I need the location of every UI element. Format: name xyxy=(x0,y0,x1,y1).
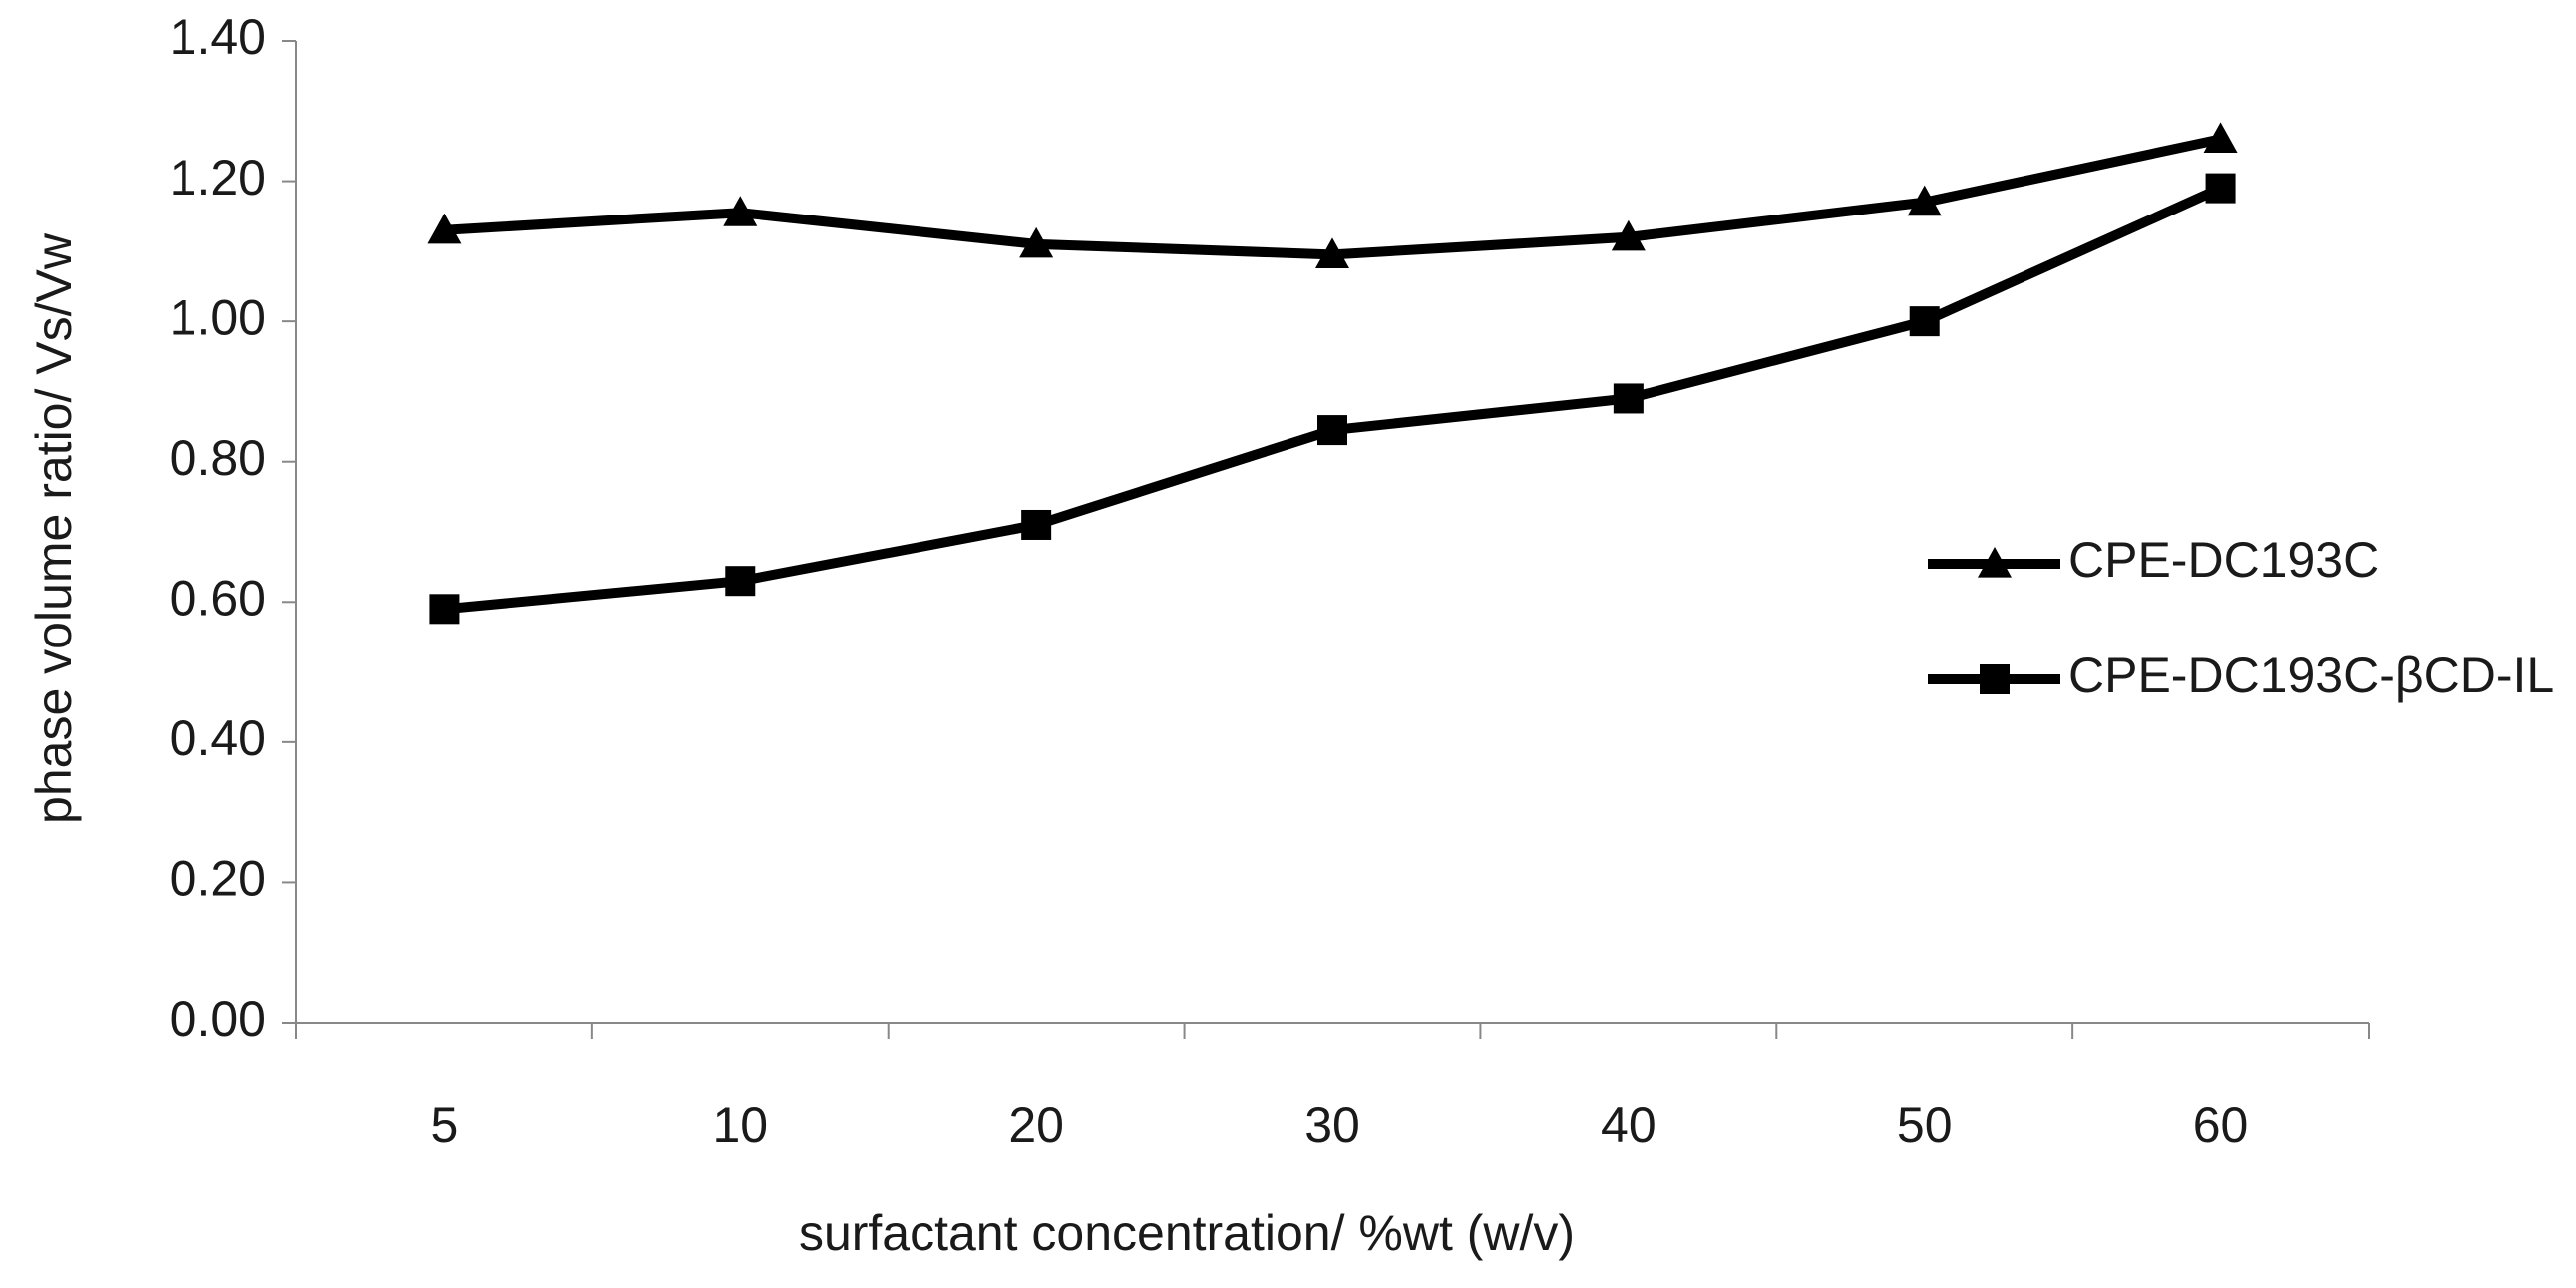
marker xyxy=(1019,226,1054,258)
legend-label: CPE-DC193C-βCD-IL xyxy=(2068,647,2554,703)
marker xyxy=(723,196,758,226)
y-tick-label: 1.00 xyxy=(170,289,266,345)
marker xyxy=(2203,122,2238,153)
series-line xyxy=(444,134,2222,260)
x-tick-label: 20 xyxy=(1008,1097,1064,1153)
marker xyxy=(429,594,460,625)
y-axis-title: phase volume ratio/ Vs/Vw xyxy=(26,232,82,824)
legend-label: CPE-DC193C xyxy=(2068,532,2379,588)
marker xyxy=(2205,173,2236,204)
marker xyxy=(1021,509,1052,540)
marker xyxy=(1611,219,1646,251)
x-tick-label: 10 xyxy=(712,1097,768,1153)
marker xyxy=(1315,237,1349,268)
x-axis-title: surfactant concentration/ %wt (w/v) xyxy=(799,1205,1575,1261)
x-tick-label: 30 xyxy=(1304,1097,1360,1153)
x-tick-label: 60 xyxy=(2193,1097,2249,1153)
x-tick-label: 5 xyxy=(431,1097,459,1153)
y-tick-label: 0.20 xyxy=(170,851,266,907)
y-tick-label: 0.60 xyxy=(170,570,266,626)
x-tick-label: 40 xyxy=(1601,1097,1656,1153)
y-tick-label: 1.20 xyxy=(170,150,266,206)
y-tick-label: 1.40 xyxy=(170,9,266,65)
y-tick-label: 0.80 xyxy=(170,430,266,486)
marker xyxy=(725,566,756,597)
y-tick-label: 0.00 xyxy=(170,991,266,1047)
marker xyxy=(1980,664,2010,694)
marker xyxy=(427,213,462,244)
marker xyxy=(1978,547,2012,578)
y-tick-label: 0.40 xyxy=(170,710,266,766)
marker xyxy=(1907,185,1942,216)
marker xyxy=(1909,306,1940,337)
marker xyxy=(1317,415,1347,446)
marker xyxy=(1613,383,1644,414)
x-tick-label: 50 xyxy=(1897,1097,1953,1153)
